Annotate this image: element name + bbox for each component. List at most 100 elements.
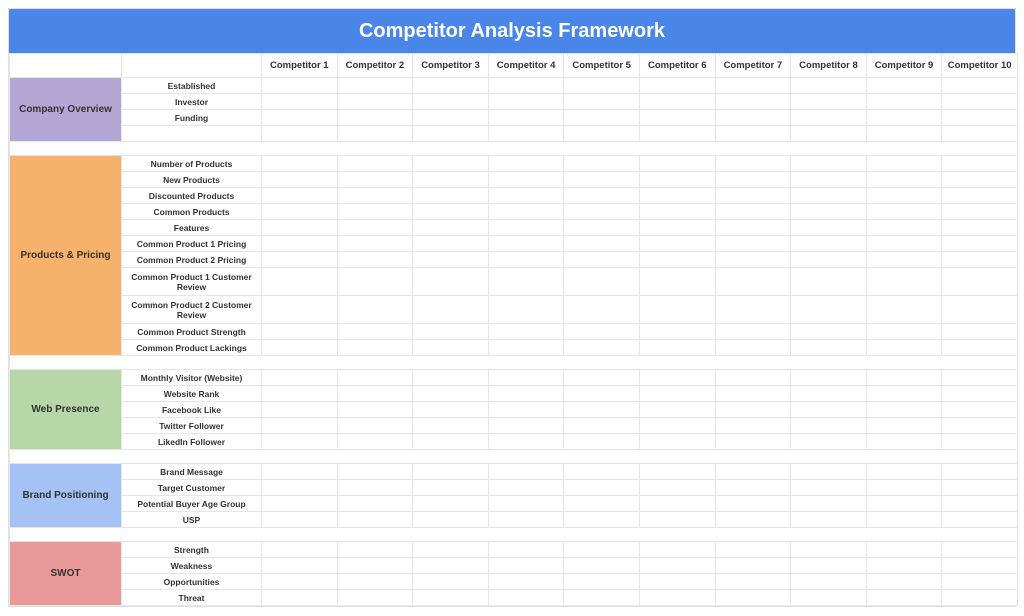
data-cell[interactable] <box>262 78 338 94</box>
data-cell[interactable] <box>262 574 338 590</box>
data-cell[interactable] <box>639 252 715 268</box>
data-cell[interactable] <box>866 480 942 496</box>
data-cell[interactable] <box>791 496 867 512</box>
data-cell[interactable] <box>639 324 715 340</box>
data-cell[interactable] <box>413 370 489 386</box>
data-cell[interactable] <box>262 236 338 252</box>
data-cell[interactable] <box>564 370 640 386</box>
data-cell[interactable] <box>942 268 1018 296</box>
data-cell[interactable] <box>791 188 867 204</box>
data-cell[interactable] <box>942 418 1018 434</box>
data-cell[interactable] <box>639 418 715 434</box>
data-cell[interactable] <box>488 402 564 418</box>
data-cell[interactable] <box>337 434 413 450</box>
data-cell[interactable] <box>262 542 338 558</box>
data-cell[interactable] <box>942 236 1018 252</box>
data-cell[interactable] <box>413 558 489 574</box>
data-cell[interactable] <box>942 590 1018 606</box>
data-cell[interactable] <box>262 558 338 574</box>
data-cell[interactable] <box>413 434 489 450</box>
data-cell[interactable] <box>564 110 640 126</box>
data-cell[interactable] <box>488 340 564 356</box>
data-cell[interactable] <box>413 512 489 528</box>
data-cell[interactable] <box>791 402 867 418</box>
data-cell[interactable] <box>715 340 791 356</box>
data-cell[interactable] <box>337 296 413 324</box>
data-cell[interactable] <box>715 94 791 110</box>
data-cell[interactable] <box>715 590 791 606</box>
data-cell[interactable] <box>866 542 942 558</box>
data-cell[interactable] <box>413 252 489 268</box>
data-cell[interactable] <box>866 386 942 402</box>
data-cell[interactable] <box>262 464 338 480</box>
data-cell[interactable] <box>639 236 715 252</box>
data-cell[interactable] <box>715 418 791 434</box>
data-cell[interactable] <box>791 296 867 324</box>
data-cell[interactable] <box>488 386 564 402</box>
data-cell[interactable] <box>564 464 640 480</box>
data-cell[interactable] <box>866 434 942 450</box>
data-cell[interactable] <box>942 370 1018 386</box>
data-cell[interactable] <box>942 156 1018 172</box>
data-cell[interactable] <box>866 236 942 252</box>
data-cell[interactable] <box>337 590 413 606</box>
data-cell[interactable] <box>942 434 1018 450</box>
data-cell[interactable] <box>942 542 1018 558</box>
data-cell[interactable] <box>262 324 338 340</box>
data-cell[interactable] <box>715 296 791 324</box>
data-cell[interactable] <box>262 110 338 126</box>
data-cell[interactable] <box>564 236 640 252</box>
data-cell[interactable] <box>715 188 791 204</box>
data-cell[interactable] <box>262 496 338 512</box>
data-cell[interactable] <box>488 296 564 324</box>
data-cell[interactable] <box>413 220 489 236</box>
data-cell[interactable] <box>942 464 1018 480</box>
data-cell[interactable] <box>337 542 413 558</box>
data-cell[interactable] <box>413 172 489 188</box>
data-cell[interactable] <box>262 268 338 296</box>
data-cell[interactable] <box>942 480 1018 496</box>
data-cell[interactable] <box>639 268 715 296</box>
data-cell[interactable] <box>715 252 791 268</box>
data-cell[interactable] <box>942 402 1018 418</box>
data-cell[interactable] <box>791 434 867 450</box>
data-cell[interactable] <box>639 156 715 172</box>
data-cell[interactable] <box>791 268 867 296</box>
data-cell[interactable] <box>488 512 564 528</box>
data-cell[interactable] <box>942 512 1018 528</box>
data-cell[interactable] <box>866 188 942 204</box>
data-cell[interactable] <box>942 94 1018 110</box>
data-cell[interactable] <box>715 324 791 340</box>
data-cell[interactable] <box>262 126 338 142</box>
data-cell[interactable] <box>639 126 715 142</box>
data-cell[interactable] <box>337 268 413 296</box>
data-cell[interactable] <box>413 386 489 402</box>
data-cell[interactable] <box>564 512 640 528</box>
data-cell[interactable] <box>866 220 942 236</box>
data-cell[interactable] <box>715 110 791 126</box>
data-cell[interactable] <box>564 340 640 356</box>
data-cell[interactable] <box>337 558 413 574</box>
data-cell[interactable] <box>639 172 715 188</box>
data-cell[interactable] <box>262 480 338 496</box>
data-cell[interactable] <box>866 574 942 590</box>
data-cell[interactable] <box>639 188 715 204</box>
data-cell[interactable] <box>413 204 489 220</box>
data-cell[interactable] <box>715 370 791 386</box>
data-cell[interactable] <box>639 340 715 356</box>
data-cell[interactable] <box>488 268 564 296</box>
data-cell[interactable] <box>262 188 338 204</box>
data-cell[interactable] <box>942 324 1018 340</box>
data-cell[interactable] <box>715 386 791 402</box>
data-cell[interactable] <box>564 296 640 324</box>
data-cell[interactable] <box>413 402 489 418</box>
data-cell[interactable] <box>942 386 1018 402</box>
data-cell[interactable] <box>337 402 413 418</box>
data-cell[interactable] <box>866 324 942 340</box>
data-cell[interactable] <box>564 542 640 558</box>
data-cell[interactable] <box>488 434 564 450</box>
data-cell[interactable] <box>791 340 867 356</box>
data-cell[interactable] <box>942 252 1018 268</box>
data-cell[interactable] <box>337 204 413 220</box>
data-cell[interactable] <box>791 324 867 340</box>
